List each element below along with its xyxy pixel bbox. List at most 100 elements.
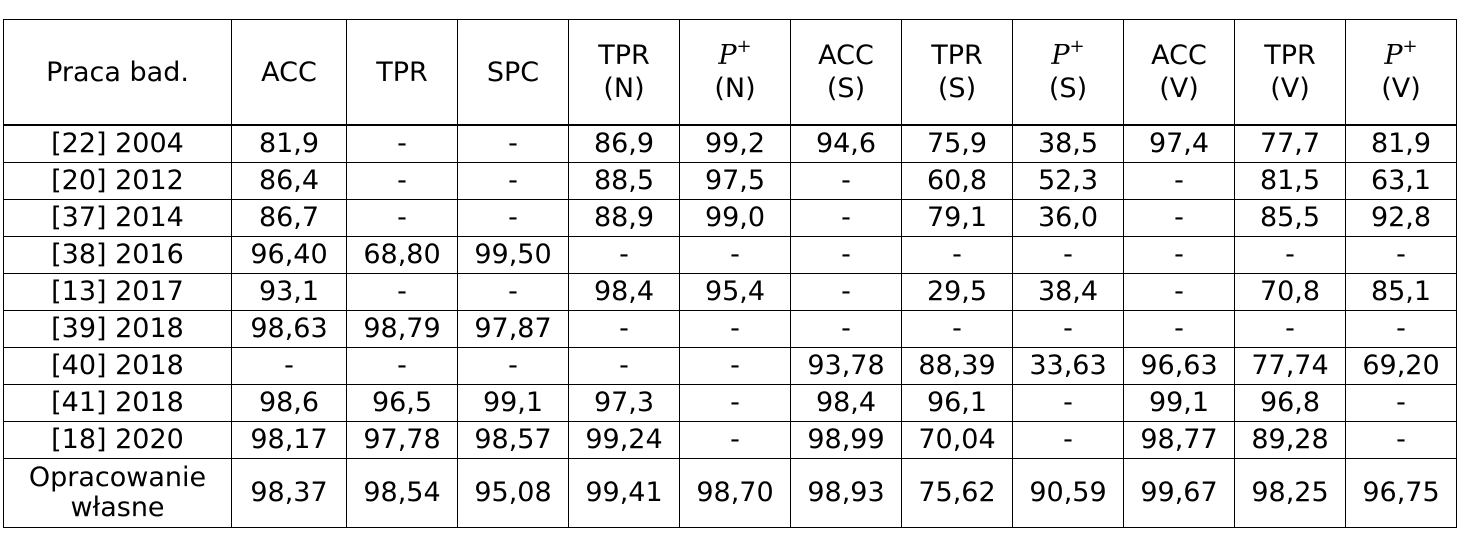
- value-cell: 52,3: [1012, 162, 1124, 200]
- value-cell: -: [346, 199, 458, 237]
- value-cell: -: [346, 347, 458, 385]
- table-row: [40] 2018- - - - -93,78 88,39 33,63 96,63 77,74 6…: [3, 347, 1457, 385]
- column-header: P+ (V): [1345, 19, 1457, 126]
- table-header: Praca bad. ACC TPR SPC TPR (N) P+ (N) ACC (S) TPR(…: [3, 19, 1457, 126]
- table-row: [41] 2018 98,6 96,5 99,1 97,3-98,4 96,1-99,1 9…: [3, 384, 1457, 422]
- value-cell: 77,74: [1234, 347, 1346, 385]
- column-header: ACC: [231, 19, 347, 126]
- value-cell: -: [1012, 236, 1124, 274]
- value-cell: -: [901, 236, 1013, 274]
- table-row: [20] 2012 86,4- -88,5 97,5-60,8 52,3-81,5 63,…: [3, 162, 1457, 200]
- column-header: TPR: [346, 19, 458, 126]
- column-header-subtitle: (N): [714, 73, 756, 104]
- column-header: TPR (V): [1234, 19, 1346, 126]
- column-header: TPR (S): [901, 19, 1013, 126]
- value-cell: 96,40: [231, 236, 347, 274]
- value-cell: 88,5: [568, 162, 680, 200]
- ppv-superscript: +: [1069, 36, 1085, 57]
- value-cell: -: [1345, 310, 1457, 348]
- value-cell: -: [790, 236, 902, 274]
- value-cell: -: [457, 124, 569, 163]
- value-cell: -: [231, 347, 347, 385]
- column-header-text: SPC: [486, 56, 540, 88]
- value-cell: 85,1: [1345, 273, 1457, 311]
- value-cell: 96,5: [346, 384, 458, 422]
- row-label-line: Opracowanie: [28, 462, 207, 493]
- value-cell: -: [568, 310, 680, 348]
- value-cell: 99,67: [1123, 458, 1235, 528]
- value-cell: 98,4: [568, 273, 680, 311]
- value-cell: -: [457, 162, 569, 200]
- value-cell: 98,4: [790, 384, 902, 422]
- value-cell: 68,80: [346, 236, 458, 274]
- results-table: Praca bad. ACC TPR SPC TPR (N) P+ (N) ACC (S) TPR(…: [3, 19, 1457, 528]
- column-header-text: TPR: [1264, 40, 1316, 71]
- column-header: TPR (N): [568, 19, 680, 126]
- table-row: [13] 2017 93,1- -98,4 95,4-29,5 38,4-70,8 85,…: [3, 273, 1457, 311]
- column-header-text: (V): [1159, 73, 1199, 104]
- value-cell: 96,1: [901, 384, 1013, 422]
- ppv-symbol: P: [1051, 40, 1070, 71]
- table-row-own-work: Opracowanie własne 98,37 98,54 95,08 99,41 98,…: [3, 458, 1457, 528]
- value-cell: 86,9: [568, 124, 680, 163]
- value-cell: 96,63: [1123, 347, 1235, 385]
- value-cell: -: [1012, 310, 1124, 348]
- value-cell: -: [679, 236, 791, 274]
- value-cell: 98,79: [346, 310, 458, 348]
- value-cell: 70,8: [1234, 273, 1346, 311]
- value-cell: 98,25: [1234, 458, 1346, 528]
- value-cell: 93,78: [790, 347, 902, 385]
- value-cell: 94,6: [790, 124, 902, 163]
- column-header-subtitle: (S): [1048, 73, 1088, 104]
- value-cell: 70,04: [901, 421, 1013, 459]
- value-cell: 90,59: [1012, 458, 1124, 528]
- value-cell: -: [679, 384, 791, 422]
- column-header-text: TPR: [376, 56, 428, 88]
- ppv-superscript: +: [736, 36, 752, 57]
- value-cell: -: [346, 273, 458, 311]
- table-row: [18] 2020 98,17 97,78 98,57 99,24-98,99 70,04…: [3, 421, 1457, 459]
- row-label-cell: [13] 2017: [3, 273, 232, 311]
- value-cell: -: [679, 421, 791, 459]
- value-cell: 89,28: [1234, 421, 1346, 459]
- column-header-text: (S): [937, 73, 977, 104]
- value-cell: 98,93: [790, 458, 902, 528]
- value-cell: -: [1123, 162, 1235, 200]
- value-cell: -: [679, 347, 791, 385]
- table-row: [39] 2018 98,63 98,79 97,87- - - - - - - -: [3, 310, 1457, 348]
- table-row: [22] 2004 81,9- -86,9 99,2 94,6 75,9 38,5 97,4 7…: [3, 124, 1457, 163]
- value-cell: -: [1123, 199, 1235, 237]
- value-cell: -: [901, 310, 1013, 348]
- value-cell: 98,70: [679, 458, 791, 528]
- column-header-text: (S): [826, 73, 866, 104]
- value-cell: 99,2: [679, 124, 791, 163]
- value-cell: 92,8: [1345, 199, 1457, 237]
- column-header: P+ (N): [679, 19, 791, 126]
- value-cell: 97,3: [568, 384, 680, 422]
- table-row: [37] 2014 86,7- -88,9 99,0-79,1 36,0-85,5 92,…: [3, 199, 1457, 237]
- column-header-text: TPR: [598, 40, 650, 71]
- value-cell: -: [1345, 236, 1457, 274]
- value-cell: 38,4: [1012, 273, 1124, 311]
- value-cell: -: [1234, 236, 1346, 274]
- value-cell: 29,5: [901, 273, 1013, 311]
- value-cell: 85,5: [1234, 199, 1346, 237]
- value-cell: 95,08: [457, 458, 569, 528]
- column-header-text: ACC: [1151, 40, 1207, 71]
- row-label-cell: [20] 2012: [3, 162, 232, 200]
- row-label-line: własne: [70, 492, 165, 523]
- column-header: SPC: [457, 19, 569, 126]
- value-cell: 98,6: [231, 384, 347, 422]
- row-label-cell: [41] 2018: [3, 384, 232, 422]
- value-cell: 99,50: [457, 236, 569, 274]
- value-cell: -: [568, 236, 680, 274]
- value-cell: -: [1012, 384, 1124, 422]
- value-cell: 79,1: [901, 199, 1013, 237]
- column-header: P+ (S): [1012, 19, 1124, 126]
- column-header-text: (N): [603, 73, 645, 104]
- value-cell: 99,24: [568, 421, 680, 459]
- column-header-text: ACC: [818, 40, 874, 71]
- value-cell: -: [457, 199, 569, 237]
- value-cell: -: [1123, 273, 1235, 311]
- value-cell: 98,99: [790, 421, 902, 459]
